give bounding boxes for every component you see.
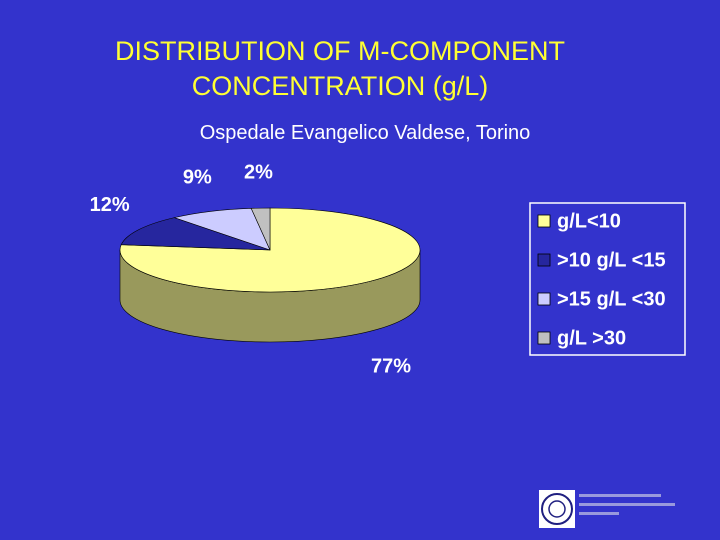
legend-box xyxy=(529,202,686,356)
logo xyxy=(539,490,675,528)
legend-label: >15 g/L <30 xyxy=(557,288,666,310)
legend-label: g/L<10 xyxy=(557,210,621,232)
data-label: 12% xyxy=(90,194,130,216)
data-label: 2% xyxy=(244,161,273,183)
legend-label: >10 g/L <15 xyxy=(557,249,666,271)
slice xyxy=(119,207,421,293)
legend-swatch xyxy=(537,292,551,306)
chart-title: DISTRIBUTION OF M-COMPONENT CONCENTRATIO… xyxy=(115,36,565,101)
legend-label: g/L >30 xyxy=(557,327,626,349)
slice xyxy=(250,207,271,251)
chart-subtitle: Ospedale Evangelico Valdese, Torino xyxy=(199,122,531,144)
slice xyxy=(173,208,271,251)
slice xyxy=(120,217,271,251)
legend-swatch xyxy=(537,214,551,228)
data-label: 9% xyxy=(183,166,212,188)
legend-swatch xyxy=(537,253,551,267)
legend-swatch xyxy=(537,331,551,345)
data-label: 77% xyxy=(371,356,411,378)
